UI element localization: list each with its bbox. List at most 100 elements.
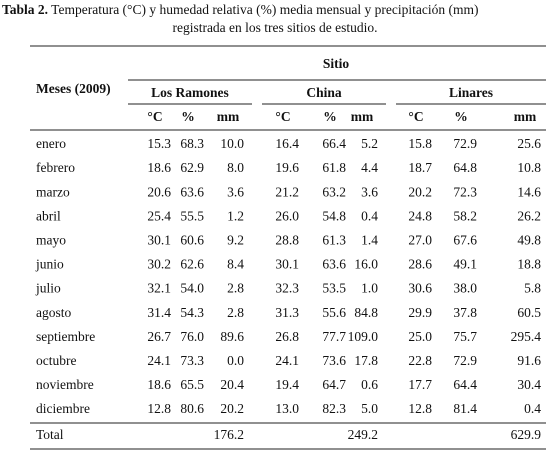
total-cell: 249.2	[348, 427, 378, 442]
cell: 2.8	[227, 305, 244, 320]
cell: 13.0	[275, 401, 299, 416]
unit-header: mm	[514, 109, 537, 124]
caption-line: Tabla 2. Temperatura (°C) y humedad rela…	[2, 2, 478, 17]
cell: 20.2	[220, 401, 244, 416]
cell: 54.8	[322, 208, 346, 223]
cell: 12.8	[147, 401, 171, 416]
cell: 8.0	[227, 160, 244, 175]
caption-label: Tabla 2.	[2, 2, 48, 17]
cell: 0.0	[227, 353, 244, 368]
cell: 76.0	[180, 329, 204, 344]
cell: 25.0	[408, 329, 432, 344]
row-label: julio	[35, 281, 61, 296]
group-label: Linares	[449, 85, 493, 100]
cell: 1.2	[227, 208, 244, 223]
cell: 1.4	[361, 232, 378, 247]
cell: 32.1	[147, 281, 171, 296]
unit-header: %	[181, 109, 195, 124]
cell: 25.6	[517, 136, 541, 151]
cell: 49.1	[453, 257, 477, 272]
cell: 2.8	[227, 281, 244, 296]
cell: 26.0	[275, 208, 299, 223]
cell: 12.8	[408, 401, 432, 416]
cell: 61.8	[322, 160, 346, 175]
cell: 28.6	[408, 257, 432, 272]
cell: 1.0	[361, 281, 378, 296]
row-label: noviembre	[36, 377, 94, 392]
cell: 17.8	[354, 353, 378, 368]
unit-header: °C	[147, 109, 162, 124]
row-header: Meses (2009)	[36, 81, 111, 96]
caption-text: Temperatura (°C) y humedad relativa (%) …	[51, 2, 478, 17]
cell: 53.5	[322, 281, 346, 296]
cell: 5.2	[361, 136, 378, 151]
cell: 62.6	[180, 257, 204, 272]
cell: 18.6	[147, 160, 171, 175]
row-label: mayo	[36, 232, 66, 247]
cell: 16.4	[275, 136, 299, 151]
cell: 20.2	[408, 184, 432, 199]
row-label: marzo	[36, 184, 70, 199]
cell: 24.1	[275, 353, 299, 368]
cell: 26.7	[147, 329, 171, 344]
cell: 8.4	[227, 257, 244, 272]
cell: 60.5	[517, 305, 541, 320]
cell: 10.8	[517, 160, 541, 175]
cell: 0.6	[361, 377, 378, 392]
cell: 109.0	[348, 329, 379, 344]
cell: 4.4	[361, 160, 378, 175]
cell: 27.0	[408, 232, 432, 247]
cell: 54.3	[180, 305, 204, 320]
cell: 29.9	[408, 305, 432, 320]
unit-header: mm	[351, 109, 374, 124]
cell: 15.3	[147, 136, 171, 151]
cell: 24.1	[147, 353, 171, 368]
cell: 17.7	[408, 377, 432, 392]
cell: 18.8	[517, 257, 541, 272]
cell: 22.8	[408, 353, 432, 368]
cell: 91.6	[517, 353, 541, 368]
cell: 28.8	[275, 232, 299, 247]
row-label: febrero	[36, 160, 75, 175]
cell: 54.0	[180, 281, 204, 296]
cell: 32.3	[275, 281, 299, 296]
row-label: enero	[36, 136, 66, 151]
cell: 20.4	[220, 377, 244, 392]
total-cell: 176.2	[214, 427, 244, 442]
row-label: diciembre	[36, 401, 90, 416]
total-label: Total	[36, 427, 64, 442]
cell: 30.4	[517, 377, 541, 392]
cell: 75.7	[453, 329, 477, 344]
cell: 73.6	[322, 353, 346, 368]
cell: 3.6	[361, 184, 378, 199]
cell: 61.3	[322, 232, 346, 247]
cell: 31.4	[147, 305, 171, 320]
cell: 73.3	[180, 353, 204, 368]
row-label: septiembre	[36, 329, 95, 344]
cell: 16.0	[354, 257, 378, 272]
cell: 49.8	[517, 232, 541, 247]
cell: 18.7	[408, 160, 432, 175]
unit-header: %	[454, 109, 468, 124]
cell: 30.2	[147, 257, 171, 272]
cell: 18.6	[147, 377, 171, 392]
row-label: agosto	[36, 305, 71, 320]
cell: 80.6	[180, 401, 204, 416]
unit-header: %	[323, 109, 337, 124]
cell: 82.3	[322, 401, 346, 416]
cell: 60.6	[180, 232, 204, 247]
cell: 0.4	[361, 208, 378, 223]
cell: 84.8	[354, 305, 378, 320]
unit-header: mm	[217, 109, 240, 124]
group-header: Sitio	[323, 56, 350, 71]
cell: 20.6	[147, 184, 171, 199]
cell: 24.8	[408, 208, 432, 223]
cell: 64.7	[322, 377, 346, 392]
cell: 15.8	[408, 136, 432, 151]
cell: 10.0	[220, 136, 244, 151]
cell: 65.5	[180, 377, 204, 392]
cell: 14.6	[517, 184, 541, 199]
cell: 3.6	[227, 184, 244, 199]
cell: 77.7	[322, 329, 346, 344]
